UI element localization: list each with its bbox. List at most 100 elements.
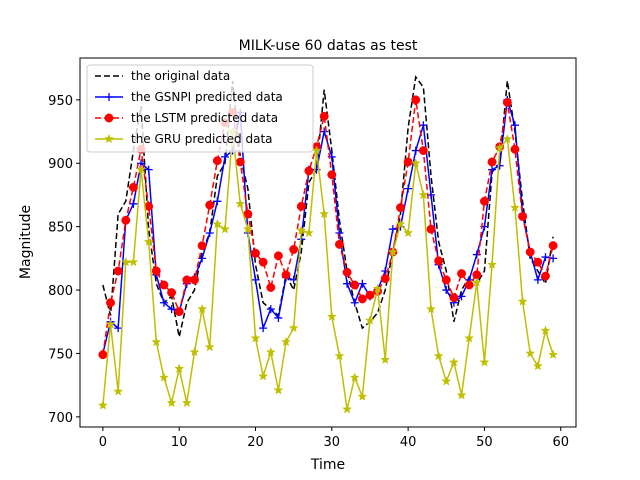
data-point: [457, 269, 466, 279]
data-point: [357, 294, 367, 304]
data-point: [380, 274, 390, 284]
data-point: [106, 298, 115, 308]
data-point: [136, 164, 147, 174]
legend: the original data the GSNPI predicted dat…: [86, 64, 314, 153]
data-point: [319, 208, 330, 219]
data-point: [457, 292, 466, 301]
data-point: [334, 350, 345, 361]
y-tick-label: 700: [48, 411, 73, 426]
data-point: [487, 157, 497, 167]
data-point: [548, 241, 558, 251]
data-point: [448, 357, 459, 367]
data-point: [479, 357, 490, 367]
data-point: [540, 325, 551, 335]
data-point: [220, 152, 229, 161]
data-point: [121, 215, 131, 225]
data-point: [197, 241, 207, 251]
x-tick-label: 10: [171, 435, 188, 450]
data-point: [525, 247, 535, 257]
x-tick-label: 40: [400, 435, 417, 450]
data-point: [303, 227, 314, 238]
data-point: [395, 218, 406, 229]
data-point: [404, 184, 413, 193]
x-axis: 0 10 20 30 40 50 60: [99, 427, 569, 450]
data-point: [403, 157, 413, 167]
data-point: [441, 376, 452, 386]
data-point: [533, 275, 542, 284]
data-point: [113, 266, 123, 276]
x-axis-label: Time: [310, 457, 345, 473]
data-point: [502, 97, 512, 107]
legend-label: the GRU predicted data: [131, 132, 273, 146]
data-point: [518, 212, 528, 221]
legend-item: the LSTM predicted data: [95, 111, 278, 125]
data-point: [357, 391, 368, 401]
data-point: [113, 386, 124, 396]
data-point: [388, 225, 397, 234]
data-point: [411, 95, 421, 105]
data-point: [289, 245, 299, 254]
data-point: [411, 146, 420, 155]
data-point: [403, 227, 414, 238]
data-point: [205, 200, 215, 210]
data-point: [442, 286, 451, 295]
chart-title: MILK-use 60 datas as test: [239, 38, 418, 54]
data-point: [434, 256, 444, 266]
data-point: [396, 203, 405, 213]
data-point: [166, 397, 177, 408]
data-point: [205, 228, 214, 237]
data-point: [220, 223, 230, 234]
data-point: [97, 400, 108, 410]
data-point: [273, 251, 283, 261]
data-point: [343, 279, 352, 288]
data-point: [350, 280, 360, 290]
y-tick-label: 950: [48, 94, 73, 109]
data-point: [319, 111, 329, 121]
data-point: [487, 259, 498, 269]
data-point: [288, 322, 299, 333]
data-point: [532, 360, 543, 371]
data-point: [128, 256, 139, 267]
data-point: [426, 224, 436, 234]
data-point: [182, 275, 192, 285]
y-tick-label: 800: [48, 284, 73, 299]
data-point: [380, 354, 391, 365]
data-point: [510, 144, 520, 154]
data-point: [251, 275, 260, 284]
data-point: [296, 225, 307, 235]
data-point: [289, 275, 298, 284]
data-point: [212, 218, 223, 229]
data-point: [410, 158, 421, 168]
y-tick-label: 750: [48, 347, 73, 362]
legend-label: the LSTM predicted data: [131, 111, 278, 125]
data-point: [235, 198, 246, 209]
series-line: [102, 75, 554, 338]
data-point: [266, 305, 275, 314]
y-tick-label: 850: [48, 221, 73, 236]
data-point: [274, 313, 283, 322]
data-point: [304, 166, 314, 176]
data-point: [235, 157, 245, 167]
data-point: [517, 296, 528, 306]
data-point: [167, 288, 177, 298]
x-tick-label: 20: [247, 435, 264, 450]
data-point: [197, 303, 208, 314]
legend-box: [86, 64, 314, 153]
legend-item: the GRU predicted data: [95, 132, 273, 146]
data-point: [213, 197, 222, 206]
data-point: [541, 271, 550, 281]
data-point: [242, 223, 253, 234]
data-point: [449, 293, 459, 303]
data-point: [479, 196, 489, 206]
data-point: [144, 165, 153, 174]
series-line: [102, 99, 554, 355]
data-point: [471, 277, 482, 287]
data-point: [464, 280, 474, 290]
data-point: [349, 372, 360, 382]
data-point: [335, 228, 344, 237]
data-point: [258, 371, 269, 381]
legend-label: the GSNPI predicted data: [131, 90, 283, 104]
data-point: [334, 239, 344, 249]
data-point: [105, 319, 116, 329]
